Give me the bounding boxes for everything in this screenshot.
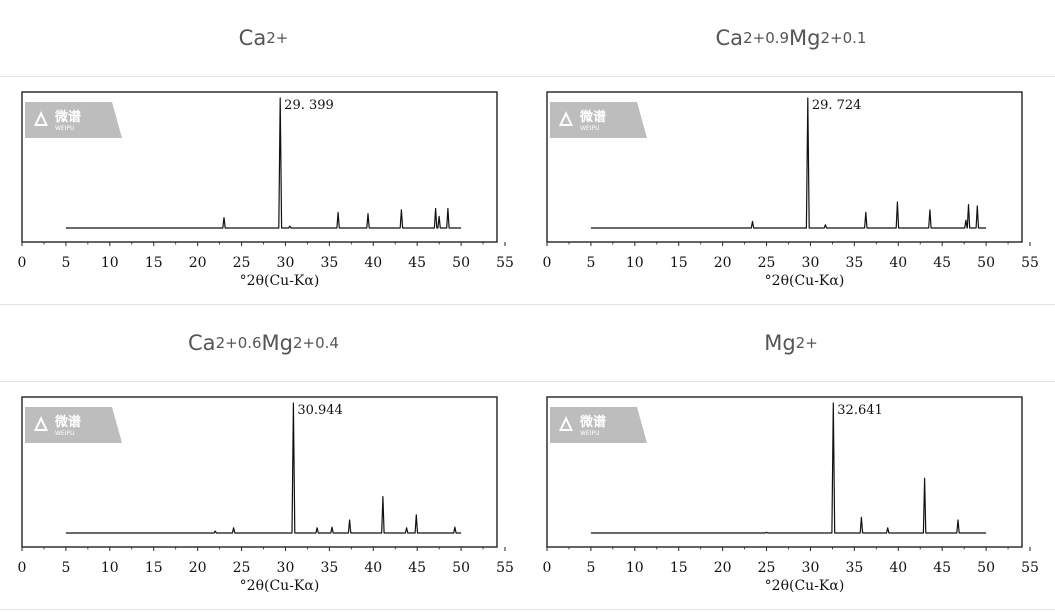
xrd-chart-mg: 微谱 WEIPU 32.641 0 5 10 15 20 25 30 35 40 45 50 55 °2θ(C… bbox=[535, 393, 1040, 599]
x-tick-label: 25 bbox=[758, 560, 776, 576]
chart-title-mg: Mg 2+ bbox=[764, 331, 818, 355]
svg-text:WEIPU: WEIPU bbox=[580, 125, 600, 132]
xrd-pattern-line bbox=[65, 402, 462, 534]
x-tick-label: 35 bbox=[845, 255, 863, 271]
x-tick-label: 55 bbox=[1021, 560, 1039, 576]
x-tick-label: 20 bbox=[714, 255, 732, 271]
x-tick-label: 50 bbox=[977, 560, 995, 576]
plot-frame bbox=[546, 396, 1023, 548]
x-tick-label: 55 bbox=[1021, 255, 1039, 271]
chart-title-ca09-mg01: Ca 2+ 0.9 Mg 2+ 0.1 bbox=[715, 26, 867, 50]
x-tick-label: 50 bbox=[452, 255, 470, 271]
svg-text:微谱: 微谱 bbox=[579, 414, 606, 430]
x-tick-label: 15 bbox=[670, 560, 688, 576]
x-tick-label: 30 bbox=[802, 255, 820, 271]
x-tick-label: 35 bbox=[320, 560, 338, 576]
x-tick-label: 5 bbox=[61, 560, 70, 576]
xrd-chart-ca: 微谱 WEIPU 29. 399 0 5 10 15 20 25 30 35 40 45 50 55 °2θ(… bbox=[10, 88, 515, 294]
divider bbox=[0, 381, 1055, 382]
xrd-chart-ca09-mg01: 微谱 WEIPU 29. 724 0 5 10 15 20 25 30 35 40 45 50 55 °2θ(… bbox=[535, 88, 1040, 294]
chart-title-ca06-mg04: Ca 2+ 0.6 Mg 2+ 0.4 bbox=[188, 331, 339, 355]
x-tick-label: 25 bbox=[758, 255, 776, 271]
x-tick-label: 20 bbox=[189, 560, 207, 576]
x-tick-label: 45 bbox=[933, 560, 951, 576]
x-tick-label: 0 bbox=[18, 560, 27, 576]
svg-text:WEIPU: WEIPU bbox=[55, 125, 75, 132]
x-tick-label: 0 bbox=[18, 255, 27, 271]
x-tick-label: 35 bbox=[320, 255, 338, 271]
x-tick-label: 45 bbox=[933, 255, 951, 271]
svg-text:微谱: 微谱 bbox=[54, 109, 81, 125]
divider bbox=[0, 609, 1055, 610]
main-peak-label: 30.944 bbox=[297, 403, 343, 418]
x-tick-label: 20 bbox=[714, 560, 732, 576]
x-tick-label: 50 bbox=[452, 560, 470, 576]
x-tick-label: 55 bbox=[496, 560, 514, 576]
x-tick-label: 10 bbox=[101, 560, 119, 576]
svg-text:WEIPU: WEIPU bbox=[55, 430, 75, 437]
x-tick-label: 15 bbox=[670, 255, 688, 271]
x-tick-label: 40 bbox=[889, 255, 907, 271]
x-tick-label: 35 bbox=[845, 560, 863, 576]
chart-title-ca: Ca 2+ bbox=[238, 26, 289, 50]
x-tick-label: 0 bbox=[543, 255, 552, 271]
divider bbox=[0, 304, 1055, 305]
xrd-pattern-line bbox=[65, 97, 462, 229]
main-peak-label: 32.641 bbox=[837, 403, 883, 418]
x-tick-label: 10 bbox=[626, 255, 644, 271]
svg-text:微谱: 微谱 bbox=[579, 109, 606, 125]
x-tick-label: 45 bbox=[408, 255, 426, 271]
main-peak-label: 29. 724 bbox=[812, 98, 862, 113]
x-tick-label: 40 bbox=[889, 560, 907, 576]
x-axis-label: °2θ(Cu-Kα) bbox=[765, 578, 845, 594]
svg-text:微谱: 微谱 bbox=[54, 414, 81, 430]
x-tick-label: 15 bbox=[145, 255, 163, 271]
x-tick-label: 45 bbox=[408, 560, 426, 576]
x-axis-label: °2θ(Cu-Kα) bbox=[240, 578, 320, 594]
xrd-pattern-line bbox=[590, 97, 987, 229]
x-tick-label: 25 bbox=[233, 560, 251, 576]
x-tick-label: 20 bbox=[189, 255, 207, 271]
x-tick-label: 50 bbox=[977, 255, 995, 271]
x-tick-label: 30 bbox=[277, 255, 295, 271]
x-tick-label: 15 bbox=[145, 560, 163, 576]
xrd-pattern-line bbox=[590, 402, 987, 534]
x-axis-label: °2θ(Cu-Kα) bbox=[240, 273, 320, 289]
main-peak-label: 29. 399 bbox=[284, 98, 334, 113]
x-tick-label: 5 bbox=[586, 255, 595, 271]
divider bbox=[0, 76, 1055, 77]
plot-frame bbox=[21, 91, 498, 243]
x-tick-label: 5 bbox=[61, 255, 70, 271]
x-tick-label: 40 bbox=[364, 255, 382, 271]
plot-frame bbox=[546, 91, 1023, 243]
x-tick-label: 55 bbox=[496, 255, 514, 271]
x-tick-label: 40 bbox=[364, 560, 382, 576]
svg-text:WEIPU: WEIPU bbox=[580, 430, 600, 437]
x-tick-label: 10 bbox=[626, 560, 644, 576]
plot-frame bbox=[21, 396, 498, 548]
x-tick-label: 5 bbox=[586, 560, 595, 576]
x-tick-label: 10 bbox=[101, 255, 119, 271]
x-axis-label: °2θ(Cu-Kα) bbox=[765, 273, 845, 289]
x-tick-label: 30 bbox=[277, 560, 295, 576]
x-tick-label: 0 bbox=[543, 560, 552, 576]
x-tick-label: 30 bbox=[802, 560, 820, 576]
x-tick-label: 25 bbox=[233, 255, 251, 271]
xrd-chart-ca06-mg04: 微谱 WEIPU 30.944 0 5 10 15 20 25 30 35 40 45 50 55 °2θ(C… bbox=[10, 393, 515, 599]
